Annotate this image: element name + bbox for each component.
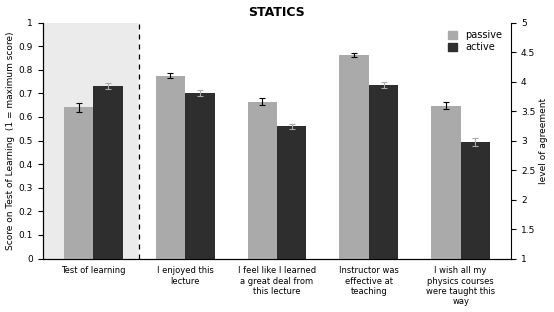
Y-axis label: Score on Test of Learning  (1 = maximum score): Score on Test of Learning (1 = maximum s… bbox=[6, 31, 14, 250]
Bar bbox=[461, 142, 490, 259]
Legend: passive, active: passive, active bbox=[445, 28, 504, 54]
Bar bbox=[43, 22, 139, 259]
Bar bbox=[431, 105, 461, 259]
Bar bbox=[369, 85, 398, 259]
Bar bbox=[64, 107, 93, 259]
Bar bbox=[248, 102, 277, 259]
Bar bbox=[340, 55, 369, 259]
Bar bbox=[185, 93, 214, 259]
Bar bbox=[156, 76, 185, 259]
Y-axis label: level of agreement: level of agreement bbox=[540, 97, 548, 184]
Title: STATICS: STATICS bbox=[249, 6, 305, 18]
Bar bbox=[93, 86, 123, 259]
Bar bbox=[277, 126, 306, 259]
